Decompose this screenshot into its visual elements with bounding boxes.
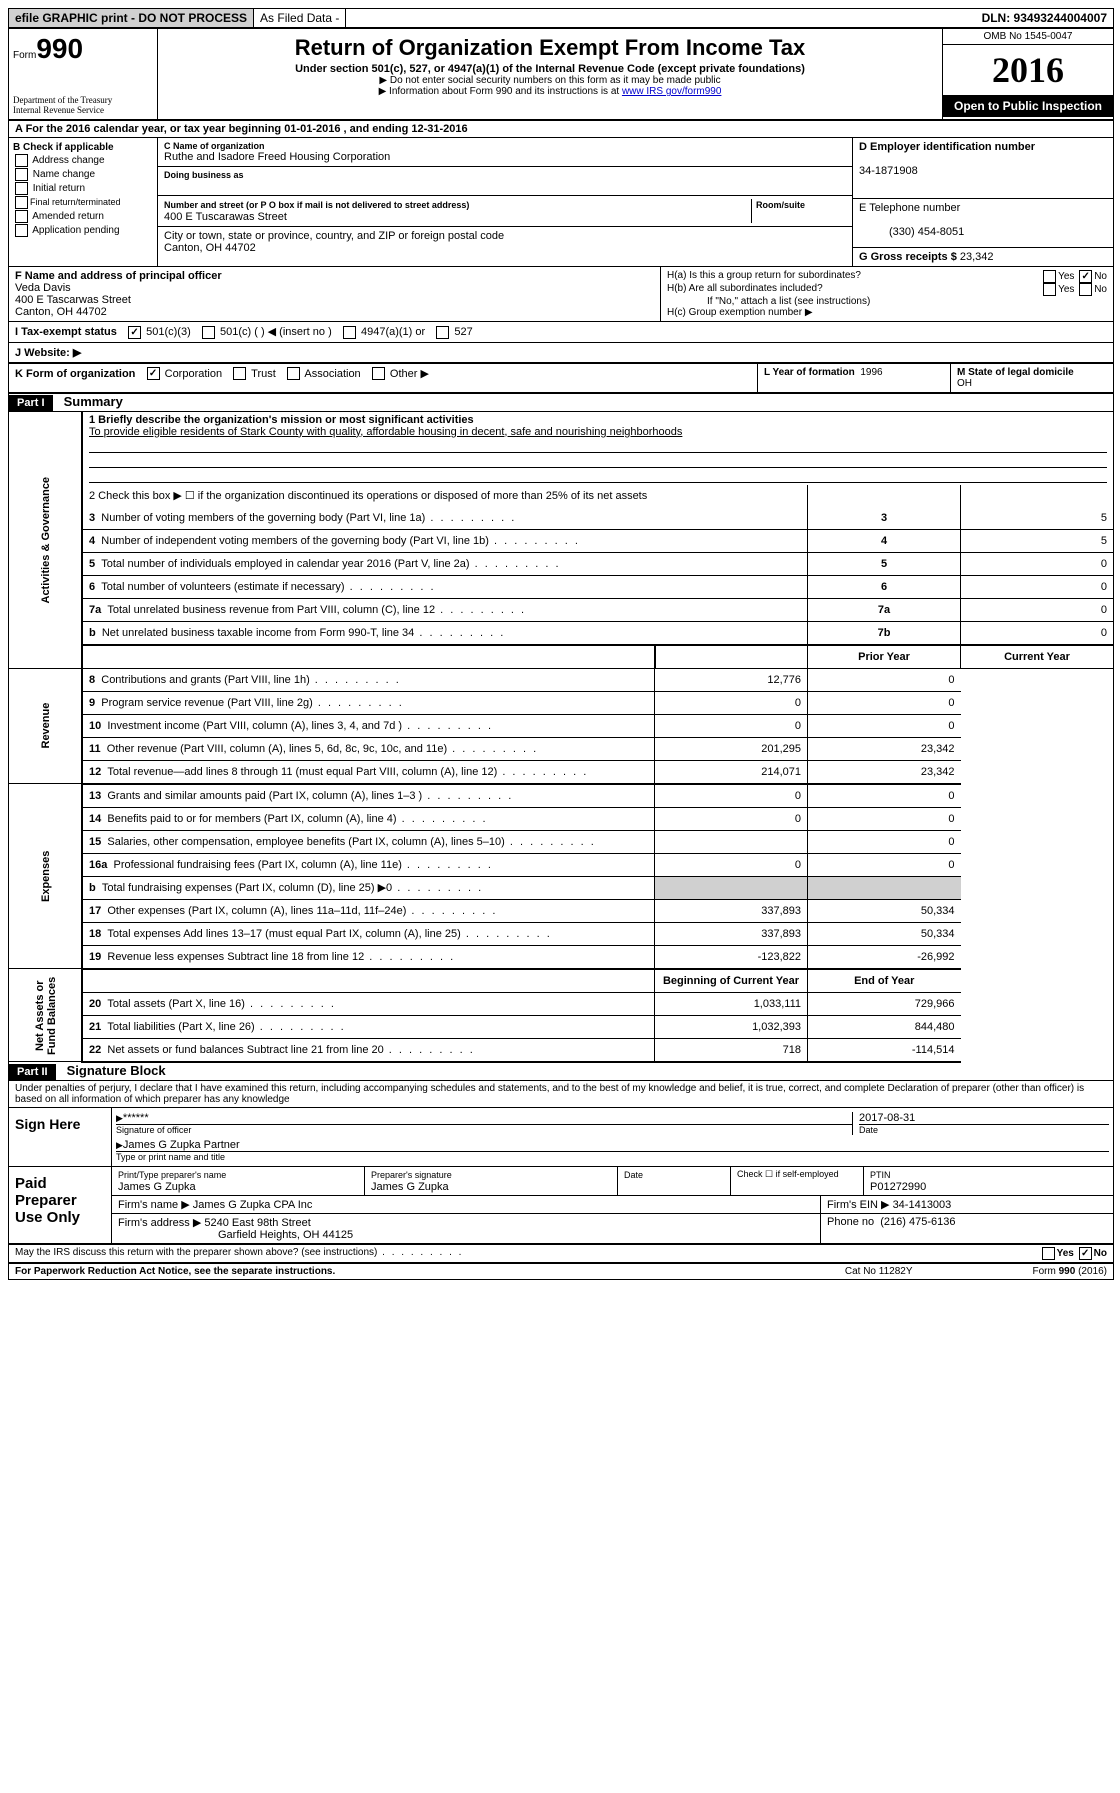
cb-other[interactable] — [372, 367, 385, 380]
discuss-row: May the IRS discuss this return with the… — [9, 1244, 1113, 1264]
section-a-period: A For the 2016 calendar year, or tax yea… — [9, 121, 1113, 138]
cb-amended[interactable]: Amended return — [13, 210, 153, 223]
as-filed: As Filed Data - — [254, 9, 346, 27]
dln: DLN: 93493244004007 — [976, 9, 1113, 27]
hb-yes[interactable] — [1043, 283, 1056, 296]
form-number: Form990 — [13, 33, 153, 65]
cb-name-change[interactable]: Name change — [13, 168, 153, 181]
ein: 34-1871908 — [859, 165, 918, 177]
form-title: Return of Organization Exempt From Incom… — [166, 35, 934, 61]
ha-yes[interactable] — [1043, 270, 1056, 283]
sign-here-row: Sign Here ****** Signature of officer 20… — [9, 1108, 1113, 1167]
section-klm: K Form of organization Corporation Trust… — [9, 364, 1113, 394]
discuss-no[interactable] — [1079, 1247, 1092, 1260]
tax-year: 2016 — [943, 45, 1113, 95]
cb-corp[interactable] — [147, 367, 160, 380]
header: Form990 Department of the Treasury Inter… — [9, 29, 1113, 121]
form-990-page: efile GRAPHIC print - DO NOT PROCESS As … — [8, 8, 1114, 1280]
cb-pending[interactable]: Application pending — [13, 224, 153, 237]
dept-treasury: Department of the Treasury — [13, 95, 153, 105]
ha-no[interactable] — [1079, 270, 1092, 283]
public-inspection: Open to Public Inspection — [943, 95, 1113, 117]
note-ssn: ▶ Do not enter social security numbers o… — [166, 75, 934, 86]
cb-final[interactable]: Final return/terminated — [13, 196, 153, 209]
cb-527[interactable] — [436, 326, 449, 339]
org-street: 400 E Tuscarawas Street — [164, 211, 287, 223]
top-bar: efile GRAPHIC print - DO NOT PROCESS As … — [9, 9, 1113, 29]
section-deg: D Employer identification number 34-1871… — [852, 138, 1113, 266]
section-fh: F Name and address of principal officer … — [9, 267, 1113, 322]
section-b: B Check if applicable Address change Nam… — [9, 138, 158, 266]
cb-4947[interactable] — [343, 326, 356, 339]
org-name: Ruthe and Isadore Freed Housing Corporat… — [164, 151, 846, 163]
cb-501c3[interactable] — [128, 326, 141, 339]
omb-number: OMB No 1545-0047 — [943, 29, 1113, 45]
part1-header: Part I Summary — [9, 394, 1113, 412]
discuss-yes[interactable] — [1042, 1247, 1055, 1260]
perjury-text: Under penalties of perjury, I declare th… — [9, 1081, 1113, 1108]
section-bcd: B Check if applicable Address change Nam… — [9, 138, 1113, 267]
note-info: ▶ Information about Form 990 and its ins… — [166, 86, 934, 97]
cb-initial-return[interactable]: Initial return — [13, 182, 153, 195]
cb-address-change[interactable]: Address change — [13, 154, 153, 167]
section-i: I Tax-exempt status 501(c)(3) 501(c) ( )… — [9, 322, 1113, 342]
summary-table: Activities & Governance 1 Briefly descri… — [9, 412, 1113, 1063]
phone: (330) 454-8051 — [859, 226, 964, 238]
section-c: C Name of organization Ruthe and Isadore… — [158, 138, 852, 266]
hb-no[interactable] — [1079, 283, 1092, 296]
paid-preparer-row: Paid Preparer Use Only Print/Type prepar… — [9, 1167, 1113, 1244]
part2-header: Part II Signature Block — [9, 1063, 1113, 1081]
cb-trust[interactable] — [233, 367, 246, 380]
irs-link[interactable]: www IRS gov/form990 — [622, 86, 721, 97]
efile-notice: efile GRAPHIC print - DO NOT PROCESS — [9, 9, 254, 27]
gross-receipts: 23,342 — [960, 251, 994, 263]
org-city: Canton, OH 44702 — [164, 242, 256, 254]
section-j: J Website: ▶ — [9, 343, 1113, 364]
irs: Internal Revenue Service — [13, 105, 153, 115]
cb-assoc[interactable] — [287, 367, 300, 380]
cb-501c[interactable] — [202, 326, 215, 339]
form-subtitle: Under section 501(c), 527, or 4947(a)(1)… — [166, 63, 934, 75]
footer: For Paperwork Reduction Act Notice, see … — [9, 1264, 1113, 1279]
